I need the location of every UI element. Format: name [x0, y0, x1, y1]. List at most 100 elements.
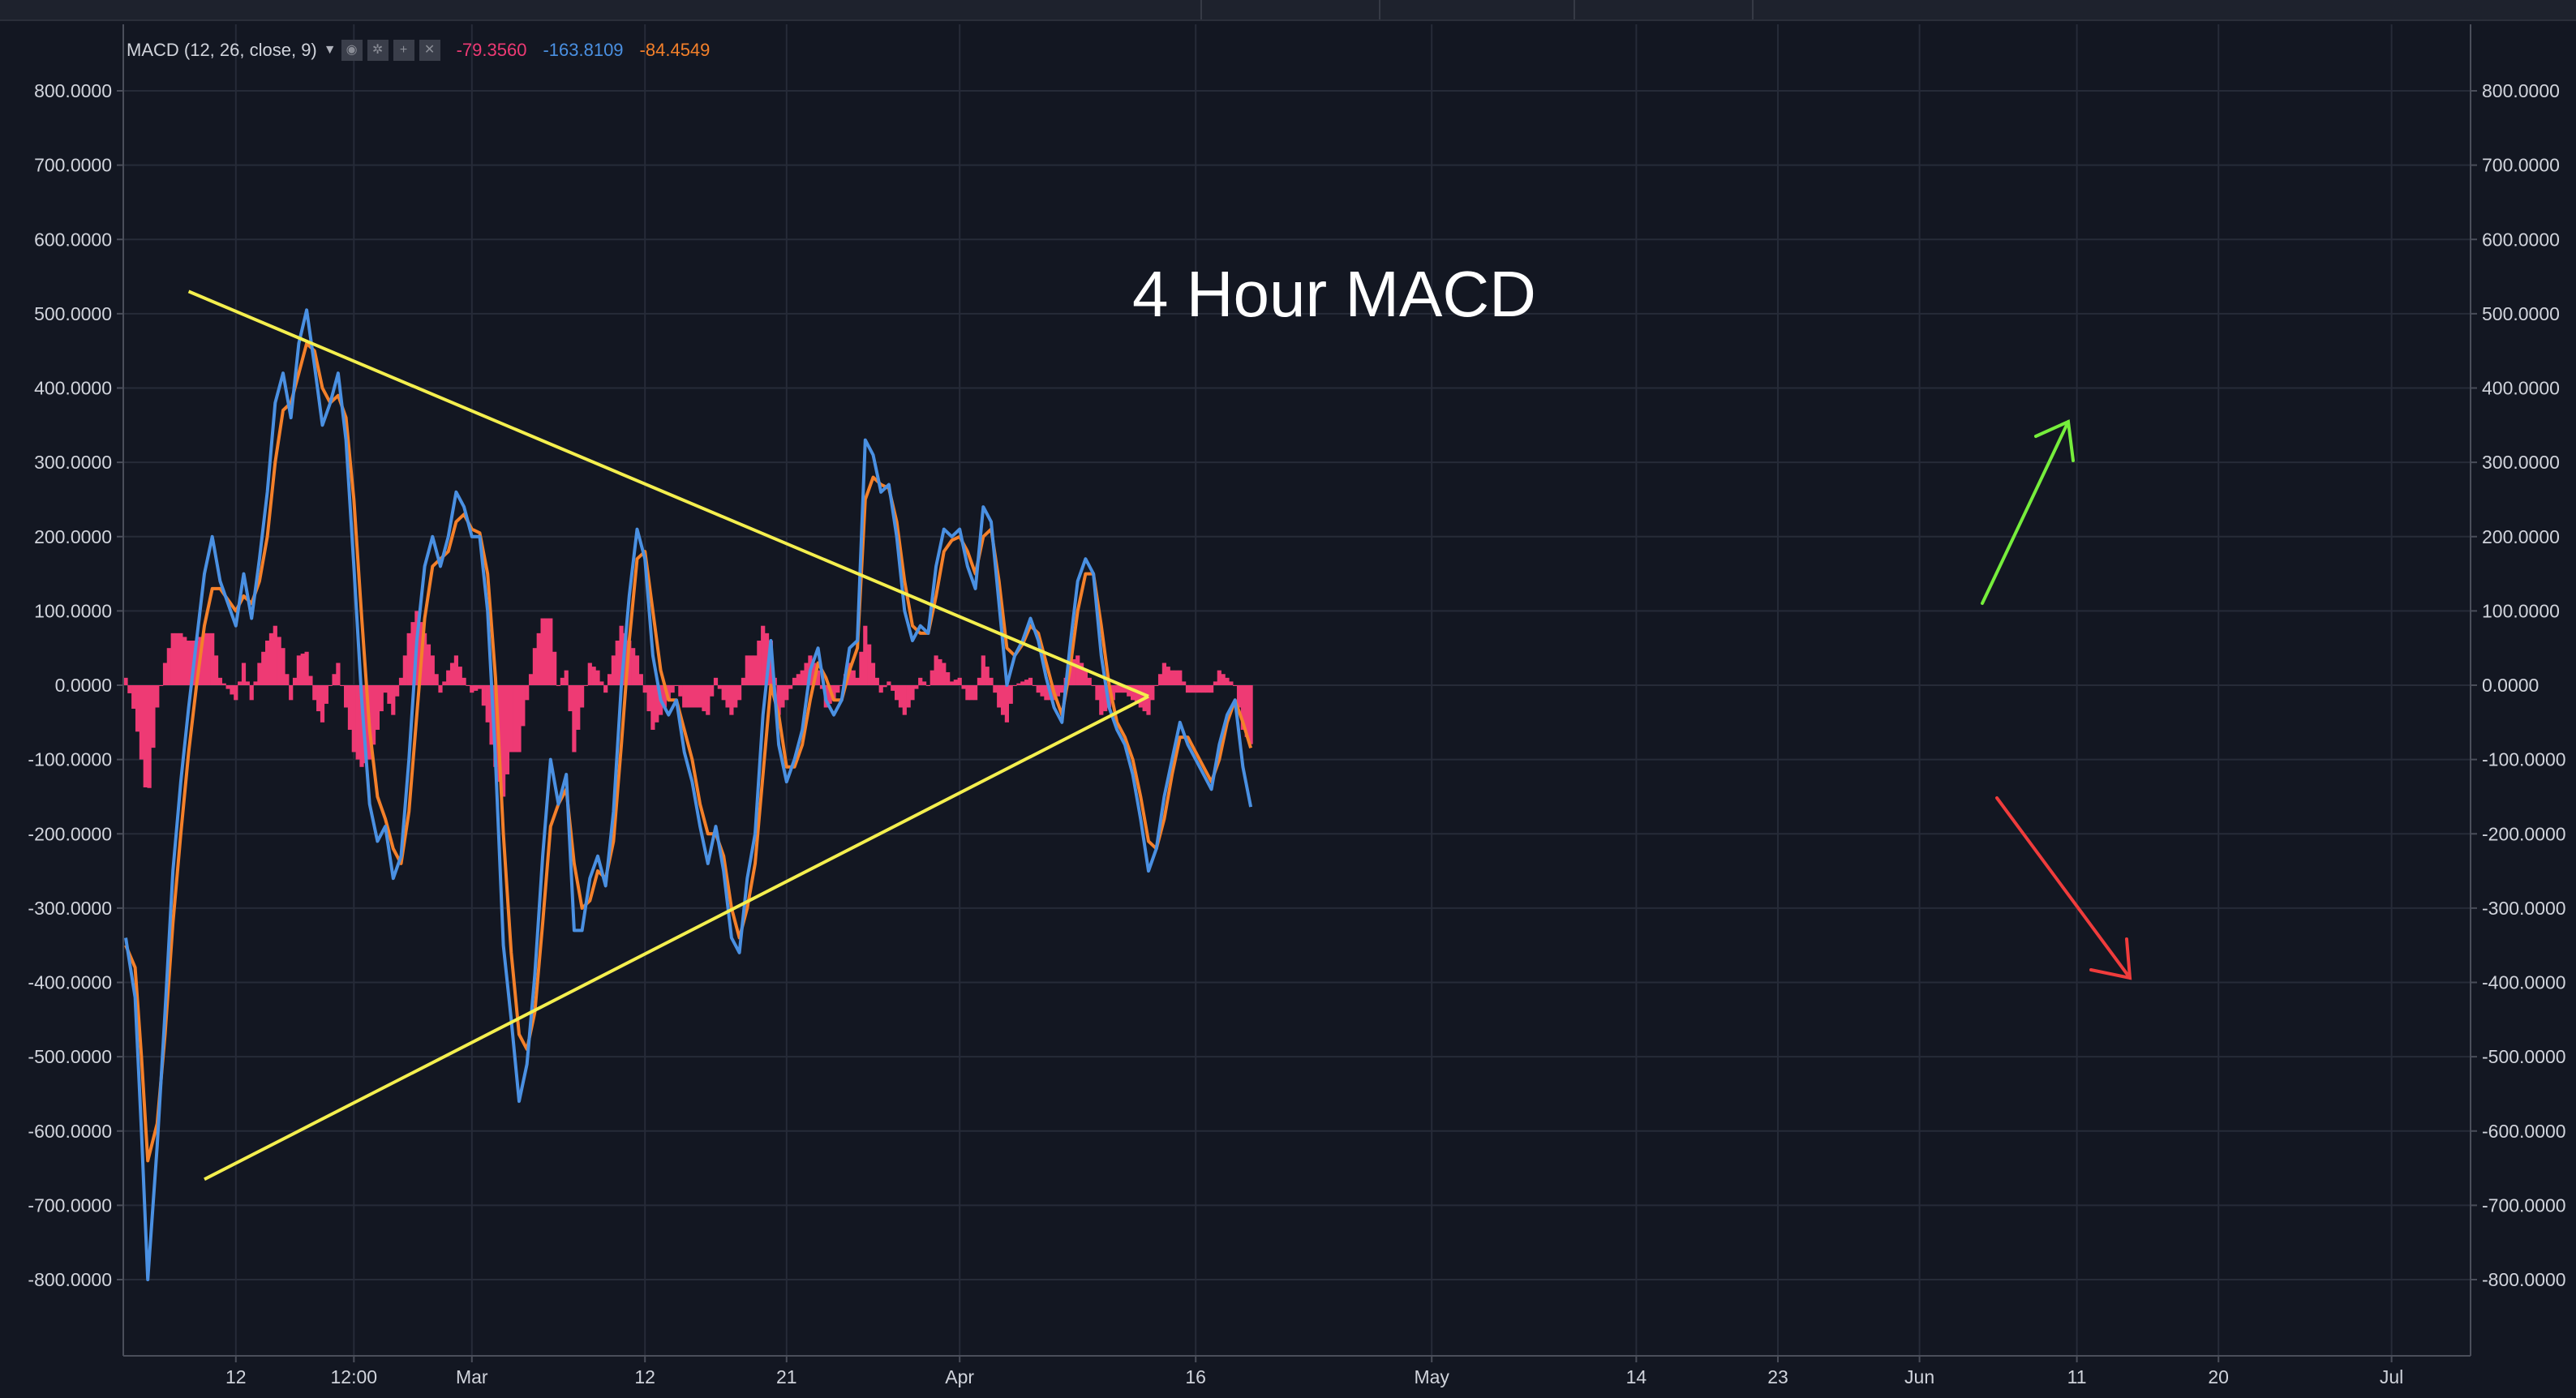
x-tick-label: Jun [1904, 1366, 1934, 1387]
gear-icon[interactable]: ✲ [367, 40, 389, 61]
histogram-bar [572, 685, 577, 753]
histogram-bar [446, 670, 451, 685]
histogram-bar [540, 618, 545, 685]
histogram-bar [898, 685, 904, 708]
macd-value: -163.8109 [543, 40, 624, 60]
histogram-bar [1236, 685, 1242, 708]
histogram-bar [398, 677, 404, 685]
histogram-bar [1028, 677, 1033, 685]
histogram-bar [426, 644, 431, 685]
histogram-bar [646, 685, 651, 712]
y-tick-label-left: -500.0000 [28, 1046, 112, 1067]
histogram-bar [1000, 685, 1006, 715]
histogram-bar [187, 641, 191, 685]
toolbar-tab[interactable] [1379, 0, 1478, 19]
histogram-bar [1059, 685, 1064, 693]
close-icon[interactable]: ✕ [419, 40, 440, 61]
toolbar-tab[interactable] [1574, 0, 1672, 19]
histogram-bar [934, 655, 938, 685]
histogram-bar [151, 685, 156, 748]
histogram-bar [344, 685, 349, 708]
histogram-bar [1040, 685, 1045, 697]
histogram-bar [583, 685, 589, 686]
histogram-bar [1174, 670, 1179, 685]
histogram-bar [147, 685, 152, 788]
histogram-bar [930, 670, 934, 685]
histogram-bar [1134, 685, 1140, 704]
histogram-bar [1154, 685, 1159, 686]
histogram-bar [1221, 674, 1226, 685]
histogram-bar [1083, 670, 1088, 685]
toolbar-tab[interactable] [1200, 0, 1299, 19]
histogram-bar [634, 655, 640, 685]
histogram-bar [1012, 685, 1017, 686]
histogram-bar [792, 677, 797, 685]
histogram-bar [564, 670, 569, 685]
histogram-bar [985, 667, 990, 685]
histogram-bar [957, 677, 962, 685]
y-tick-label-right: -600.0000 [2482, 1121, 2566, 1142]
y-tick-label-right: 800.0000 [2482, 80, 2560, 101]
histogram-bar [961, 685, 966, 689]
histogram-bar [474, 685, 479, 691]
histogram-bar [874, 677, 879, 685]
histogram-bar [123, 677, 128, 685]
histogram-bar [289, 685, 294, 701]
histogram-bar [536, 633, 541, 685]
histogram-bar [655, 685, 659, 723]
y-tick-label-left: -800.0000 [28, 1269, 112, 1290]
histogram-bar [784, 685, 789, 701]
histogram-bar [689, 685, 694, 708]
histogram-bar [1131, 685, 1136, 701]
histogram-bar [517, 685, 522, 753]
histogram-bar [493, 685, 498, 767]
histogram-bar [938, 658, 942, 685]
histogram-bar [285, 674, 290, 685]
histogram-bar [162, 663, 168, 685]
indicator-legend[interactable]: MACD (12, 26, close, 9) ▼ ◉ ✲ + ✕ -79.35… [127, 36, 710, 65]
y-tick-label-right: -100.0000 [2482, 749, 2566, 770]
histogram-bar [253, 681, 258, 685]
histogram-bar [1185, 685, 1191, 693]
histogram-bar [1146, 685, 1151, 715]
trendline-lower[interactable] [204, 694, 1149, 1181]
histogram-bar [513, 685, 517, 753]
y-tick-label-left: -600.0000 [28, 1121, 112, 1142]
histogram-bar [906, 685, 911, 708]
y-tick-label-left: 0.0000 [55, 675, 112, 696]
histogram-bar [835, 685, 840, 693]
eye-icon[interactable]: ◉ [341, 40, 363, 61]
histogram-bar [1016, 683, 1021, 685]
histogram-bar [1157, 674, 1163, 685]
histogram-bar [336, 663, 341, 685]
histogram-bar [710, 685, 715, 697]
histogram-bar [477, 685, 483, 689]
plus-icon[interactable]: + [393, 40, 414, 61]
histogram-bar [308, 675, 313, 685]
histogram-bar [706, 685, 711, 715]
histogram-bar [453, 655, 458, 685]
histogram-bar [504, 685, 510, 774]
histogram-bar [717, 685, 722, 689]
toolbar-tab[interactable] [1752, 0, 1964, 19]
trendline-upper[interactable] [187, 289, 1149, 698]
histogram-bar [768, 641, 773, 685]
y-tick-label-left: -200.0000 [28, 823, 112, 844]
histogram-bar [895, 685, 899, 701]
histogram-bar [764, 633, 770, 685]
histogram-bar [245, 681, 250, 685]
indicator-label[interactable]: MACD (12, 26, close, 9) [127, 40, 317, 60]
histogram-bar [1118, 685, 1123, 693]
y-tick-label-right: 200.0000 [2482, 526, 2560, 547]
histogram-bar [430, 655, 435, 685]
histogram-bar [1150, 685, 1155, 701]
histogram-bar [155, 685, 160, 708]
histogram-bar [359, 685, 364, 767]
chevron-down-icon[interactable]: ▼ [323, 43, 337, 57]
histogram-bar [194, 641, 199, 685]
y-tick-label-left: 700.0000 [34, 155, 112, 176]
histogram-bar [1071, 658, 1076, 685]
histogram-bar [127, 685, 132, 693]
histogram-bar [576, 685, 581, 730]
